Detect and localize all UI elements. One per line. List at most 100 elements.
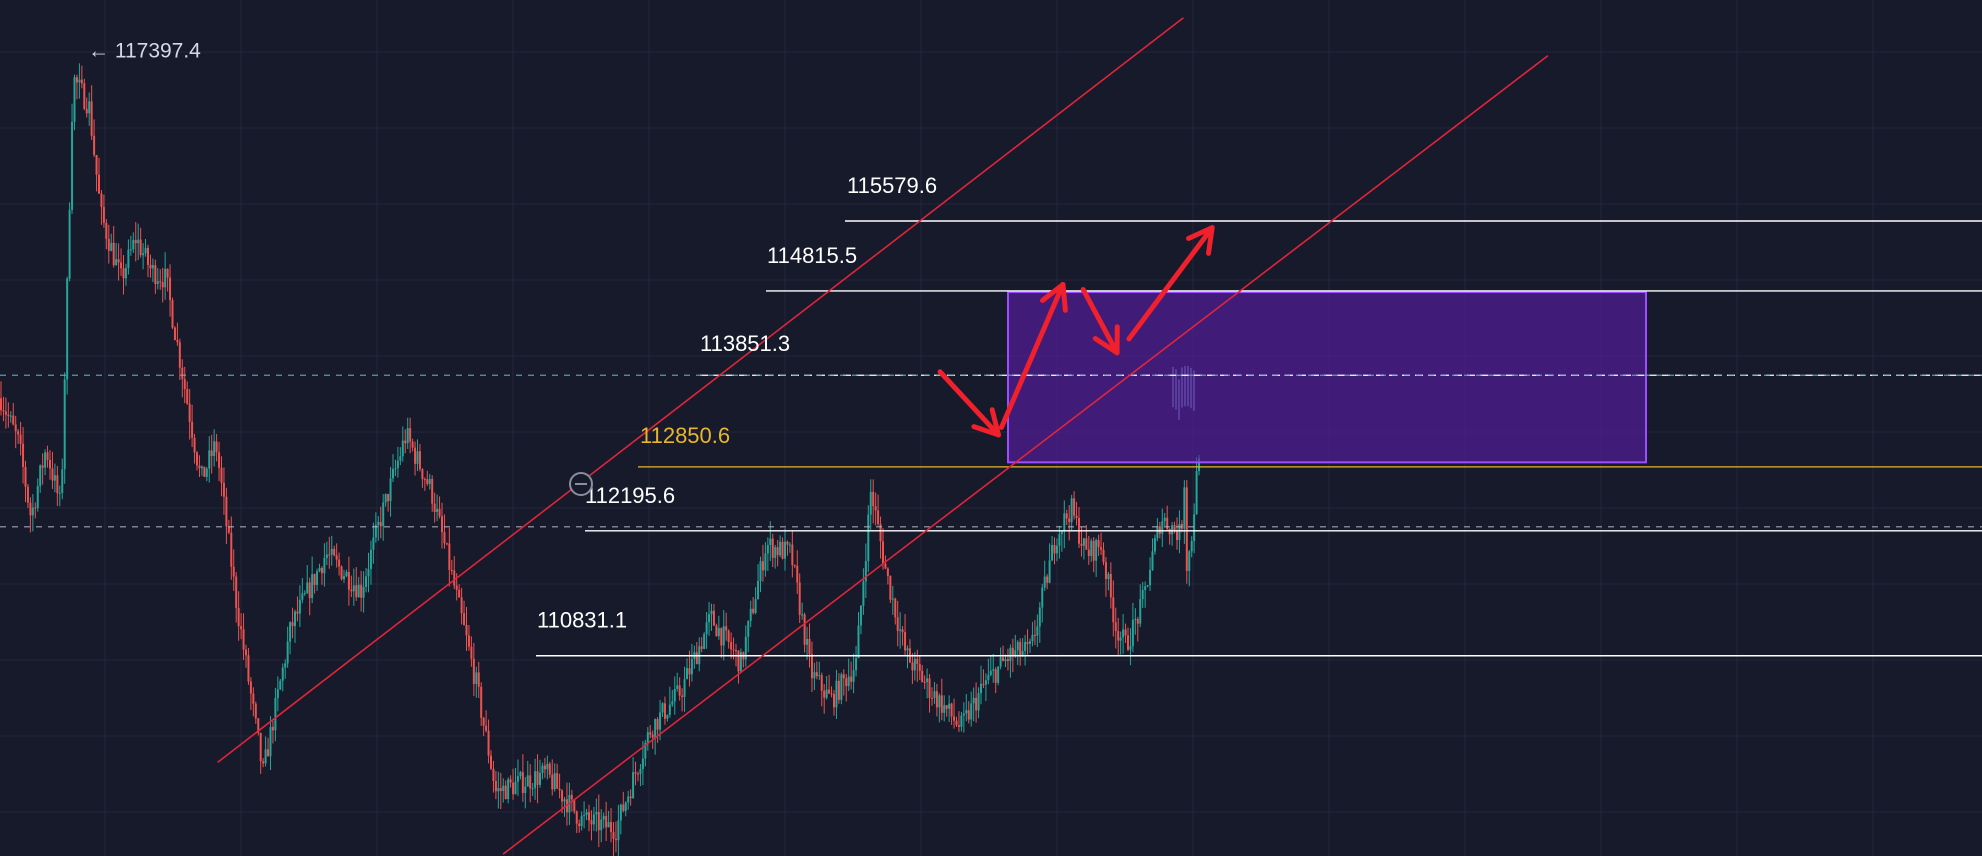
candle — [1149, 557, 1152, 591]
candle-body — [1139, 599, 1142, 624]
candle — [389, 466, 392, 517]
candle-body — [225, 496, 228, 527]
candle — [75, 74, 78, 100]
candle-body — [1065, 513, 1068, 519]
candle-body — [1195, 471, 1198, 515]
candle — [548, 761, 551, 778]
candle — [710, 603, 713, 631]
candle — [294, 609, 296, 643]
candle-body — [396, 460, 399, 469]
candle — [852, 653, 855, 694]
candle — [757, 564, 760, 600]
candle — [343, 569, 345, 583]
candle — [161, 267, 164, 303]
candle-body — [316, 571, 319, 585]
candle-body — [1014, 650, 1017, 656]
candle — [166, 268, 169, 292]
candle — [835, 669, 838, 719]
candle — [761, 544, 764, 582]
candle-body — [1033, 634, 1036, 636]
candle — [276, 676, 279, 712]
candle-body — [842, 674, 845, 679]
candle — [379, 506, 382, 539]
candle — [431, 475, 434, 512]
candle-body — [213, 441, 216, 457]
channel-lines[interactable] — [217, 17, 1549, 855]
arrow-head — [1186, 225, 1215, 256]
candle — [507, 777, 510, 804]
candle — [218, 441, 221, 482]
candle — [896, 600, 899, 647]
candle — [901, 625, 904, 646]
candle — [129, 235, 132, 256]
candle — [1171, 521, 1174, 546]
projection-arrow[interactable] — [1080, 286, 1120, 356]
candle — [394, 459, 397, 477]
candle — [583, 801, 586, 829]
candle — [641, 740, 644, 786]
candle — [644, 739, 647, 767]
candle-body — [149, 264, 152, 269]
candle-body — [786, 541, 789, 545]
candle-body — [676, 685, 679, 689]
candle — [943, 695, 946, 722]
projection-arrow[interactable] — [937, 369, 1002, 438]
alert-handle[interactable] — [569, 472, 593, 496]
candle-body — [749, 608, 752, 621]
candle-body — [732, 649, 735, 651]
candle — [93, 119, 96, 158]
candle-body — [112, 242, 115, 266]
candle — [634, 761, 637, 786]
candle-body — [1109, 573, 1112, 598]
candle-body — [651, 734, 654, 738]
candle-body — [1095, 540, 1098, 561]
projection-arrow[interactable] — [1126, 225, 1215, 342]
candle — [837, 673, 840, 704]
candle-body — [445, 543, 448, 545]
candle-body — [1026, 642, 1029, 644]
candle-body — [107, 238, 110, 251]
candle — [345, 569, 348, 578]
channel-line[interactable] — [502, 55, 1549, 855]
candle-body — [857, 625, 860, 659]
candle — [715, 623, 718, 637]
candle — [639, 763, 642, 787]
candle-body — [1002, 657, 1005, 662]
projection-arrows[interactable] — [937, 225, 1215, 438]
projection-arrow[interactable] — [999, 281, 1068, 430]
candle-body — [122, 268, 125, 279]
candle-body — [1134, 619, 1137, 621]
candle — [913, 652, 916, 681]
candle-body — [1085, 538, 1088, 550]
candle — [1038, 602, 1041, 643]
candle — [98, 157, 100, 194]
candle — [666, 714, 669, 722]
candle — [766, 537, 769, 572]
candle-body — [558, 788, 561, 791]
candle — [531, 783, 534, 796]
candle-body — [477, 672, 480, 687]
candle — [453, 556, 456, 590]
target-zone[interactable] — [1007, 291, 1647, 464]
candle — [124, 263, 127, 286]
candle — [1055, 538, 1058, 562]
candle-body — [173, 327, 176, 341]
candle — [105, 219, 108, 250]
candle — [242, 613, 245, 660]
candle-body — [14, 424, 17, 432]
candle-body — [766, 545, 769, 554]
channel-line[interactable] — [217, 17, 1184, 763]
candle — [365, 567, 368, 593]
candle-body — [53, 475, 56, 481]
candle — [1097, 534, 1100, 556]
candle — [744, 625, 747, 667]
candle-body — [1119, 637, 1122, 641]
candle — [284, 659, 287, 679]
candle-body — [896, 617, 899, 631]
candle-body — [338, 559, 341, 567]
candle — [683, 666, 686, 712]
candle — [1136, 616, 1139, 642]
candle — [786, 540, 789, 556]
candle-body — [2, 410, 5, 412]
